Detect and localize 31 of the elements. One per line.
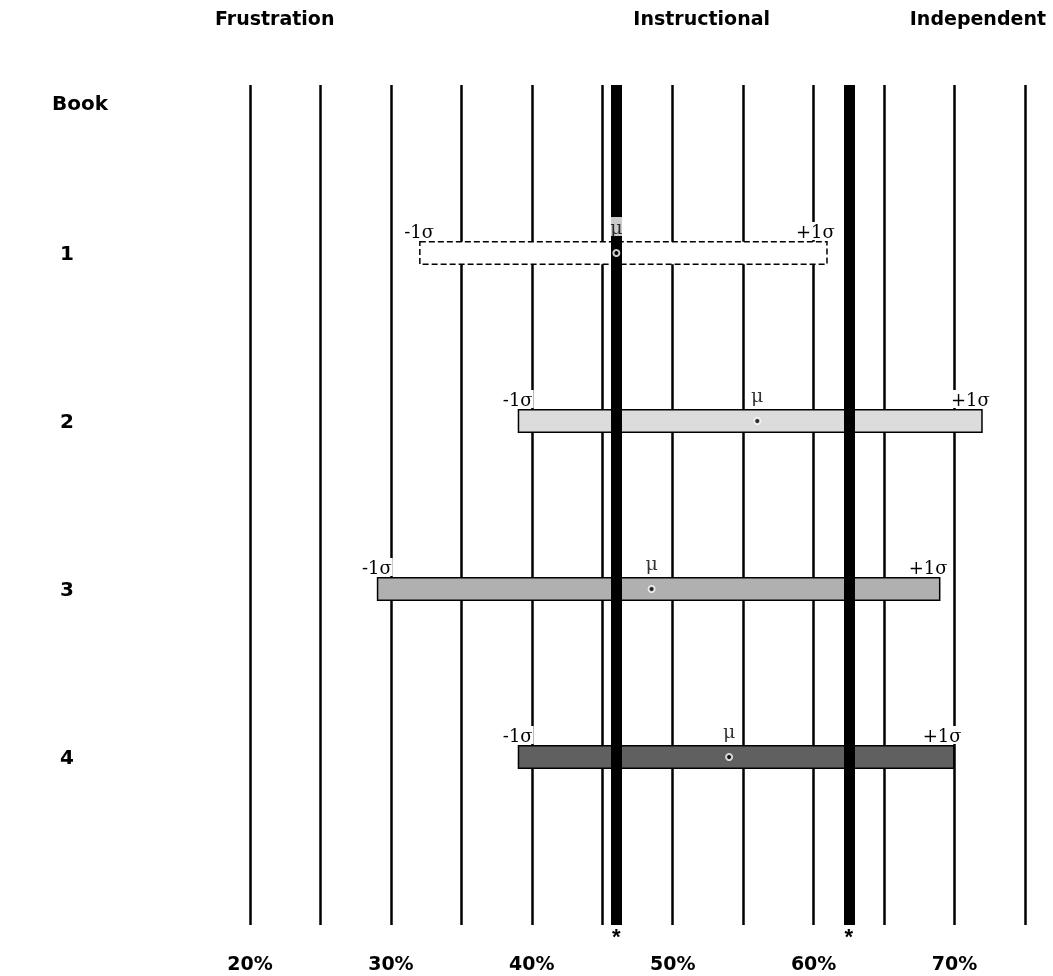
y-tick-label: 2 xyxy=(60,409,74,433)
y-tick-label: 3 xyxy=(60,577,74,601)
x-tick-label: 30% xyxy=(368,951,414,974)
annotation: -1σ xyxy=(361,556,392,578)
annotation: -1σ xyxy=(502,388,533,410)
data-label: μ xyxy=(645,551,658,574)
x-tick-label: 20% xyxy=(227,951,273,974)
x-tick-label: 50% xyxy=(649,951,696,974)
annotation: -1σ xyxy=(404,220,434,242)
annotation: +1σ xyxy=(950,388,990,410)
point xyxy=(647,585,656,593)
annotation: +1σ xyxy=(795,220,835,242)
text: Frustration xyxy=(215,7,335,29)
text: Independent xyxy=(909,7,1046,29)
annotation: -1σ xyxy=(502,724,533,746)
data-label: μ xyxy=(751,383,764,406)
x-tick-label: 60% xyxy=(790,951,837,974)
point xyxy=(725,753,734,761)
text: Instructional xyxy=(633,7,770,29)
data-label: μ xyxy=(722,719,736,742)
point xyxy=(753,417,762,425)
y-tick-label: 1 xyxy=(60,241,74,265)
annotation: +1σ xyxy=(908,556,948,578)
x-tick-label: 40% xyxy=(509,951,555,974)
ref-line-label: * xyxy=(612,923,622,949)
point xyxy=(612,249,621,257)
y-tick-label: 4 xyxy=(60,745,74,769)
annotation: +1σ xyxy=(922,724,962,746)
x-tick-label: 70% xyxy=(931,951,978,974)
ref-line-label: * xyxy=(844,923,854,949)
y-axis-title: Book xyxy=(52,91,109,115)
